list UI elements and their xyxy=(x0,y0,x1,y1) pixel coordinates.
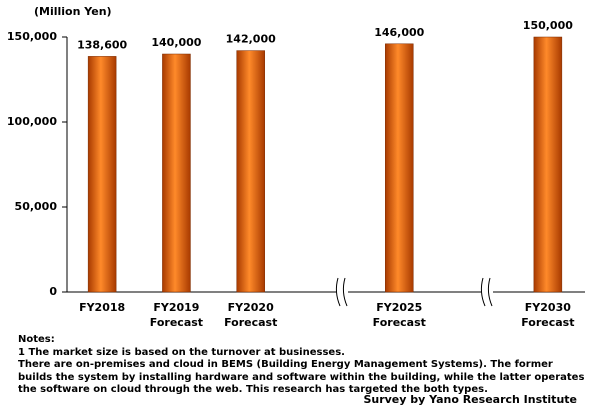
y-tick-label: 150,000 xyxy=(7,30,57,43)
bar xyxy=(533,36,563,293)
value-label: 146,000 xyxy=(374,26,424,39)
x-tick-label-box: FY2020 Forecast xyxy=(224,301,278,329)
bar xyxy=(162,53,191,293)
bar xyxy=(87,56,117,293)
source: Survey by Yano Research Institute xyxy=(363,393,577,406)
chart: (Million Yen) 0 50,000 100,000 150,000 FY201… xyxy=(7,5,585,329)
value-label: 150,000 xyxy=(523,19,573,32)
value-label: 140,000 xyxy=(151,36,201,49)
x-tick-label: FY2025 Forecast xyxy=(372,301,426,329)
note-line: 1 The market size is based on the turnov… xyxy=(18,346,345,358)
axis-break xyxy=(335,276,493,307)
x-tick-label-box: FY2025 Forecast xyxy=(372,301,426,329)
notes: Notes: 1 The market size is based on the … xyxy=(18,334,588,397)
y-tick-label: 100,000 xyxy=(7,115,57,128)
unit-label: (Million Yen) xyxy=(34,5,112,18)
note-line: Notes: xyxy=(18,334,55,345)
x-tick-label-box: FY2019 Forecast xyxy=(149,301,204,329)
x-tick-label-box: FY2030 Forecast xyxy=(521,301,575,329)
note-line: There are on-premises and cloud in BEMS … xyxy=(18,359,585,395)
x-tick-label: FY2019 Forecast xyxy=(149,301,204,329)
y-tick-label: 0 xyxy=(49,285,57,298)
x-tick-label: FY2020 Forecast xyxy=(224,301,278,329)
bar xyxy=(236,50,265,293)
x-tick-label-box: FY2018 xyxy=(79,301,126,314)
bar xyxy=(385,43,414,293)
x-tick-label: FY2030 Forecast xyxy=(521,301,575,329)
value-label: 138,600 xyxy=(77,38,127,51)
value-label: 142,000 xyxy=(226,33,276,46)
y-tick-label: 50,000 xyxy=(15,200,58,213)
x-tick-label: FY2018 xyxy=(79,301,126,314)
